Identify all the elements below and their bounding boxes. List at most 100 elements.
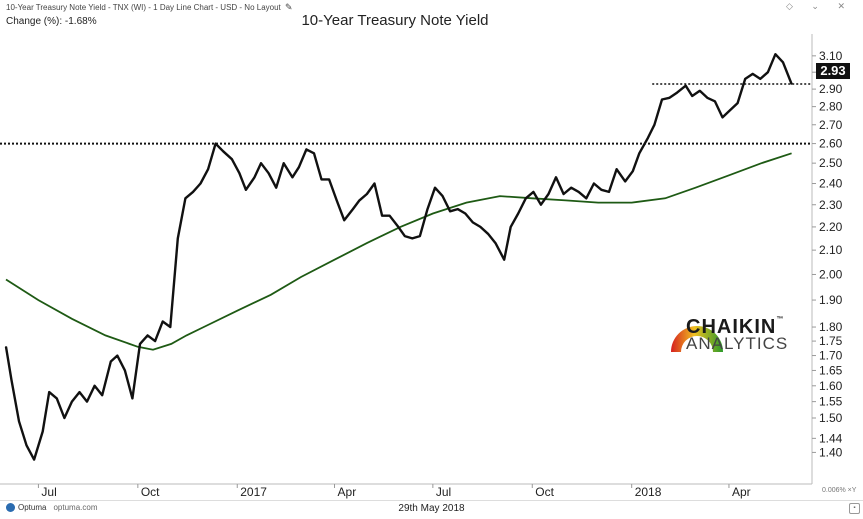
footer-bar xyxy=(0,500,863,519)
yield-data-point xyxy=(33,458,35,461)
yield-data-point xyxy=(615,168,618,170)
yield-data-point xyxy=(18,420,20,423)
yield-data-point xyxy=(282,162,285,164)
yield-data-point xyxy=(562,193,565,195)
yield-data-point xyxy=(653,123,656,126)
yield-data-point xyxy=(214,142,217,145)
yield-data-point xyxy=(684,84,687,87)
yield-data-point xyxy=(736,102,739,104)
x-axis-ticks: Jul Oct 2017 Apr Jul Oct 2018 Apr xyxy=(37,484,751,499)
yield-data-point xyxy=(540,203,542,206)
chart-title: 10-Year Treasury Note Yield xyxy=(301,12,489,29)
y-tick-label: 2.60 xyxy=(819,137,843,151)
yield-data-point xyxy=(532,191,535,193)
y-tick-label: 3.10 xyxy=(819,49,843,63)
yield-data-point xyxy=(767,71,769,73)
yield-data-point xyxy=(721,116,724,119)
x-tick-label: Oct xyxy=(141,485,160,499)
yield-data-point xyxy=(661,98,663,101)
yield-data-point xyxy=(464,212,467,215)
y-tick-label: 1.75 xyxy=(819,334,843,348)
yield-data-point xyxy=(177,237,179,240)
yield-data-point xyxy=(759,78,762,80)
yield-data-point xyxy=(313,152,315,155)
yield-data-point xyxy=(714,100,716,103)
y-tick-label: 1.44 xyxy=(819,431,843,445)
yield-data-point xyxy=(131,397,134,400)
yield-data-point xyxy=(456,208,459,210)
yield-data-point xyxy=(691,95,694,97)
yield-data-point xyxy=(397,226,400,228)
x-tick-label: 2017 xyxy=(240,485,267,499)
yield-data-point xyxy=(624,180,627,183)
moving-average-line xyxy=(5,152,792,351)
yield-data-point xyxy=(231,158,233,160)
yield-data-point xyxy=(744,78,746,80)
pencil-icon[interactable]: ✎ xyxy=(285,2,293,12)
y-tick-label: 2.90 xyxy=(819,82,843,96)
y-tick-label: 1.90 xyxy=(819,293,843,307)
yield-data-point xyxy=(110,360,112,363)
line-chart: 3.103.002.902.802.702.602.502.402.302.20… xyxy=(0,34,843,499)
window-controls[interactable]: ◇ ⌄ ✕ xyxy=(785,1,853,11)
footer-date: 29th May 2018 xyxy=(398,503,465,514)
yield-data-point xyxy=(291,176,294,179)
yield-data-point xyxy=(381,214,383,217)
yield-data-point xyxy=(238,172,241,175)
yield-data-point xyxy=(146,334,149,337)
yield-data-point xyxy=(352,208,354,210)
trademark-mark: ™ xyxy=(776,316,785,323)
y-tick-label: 1.60 xyxy=(819,379,843,393)
optuma-logo-icon xyxy=(6,503,15,512)
y-tick-label: 2.40 xyxy=(819,177,843,191)
yield-data-point xyxy=(434,186,436,189)
reference-lines xyxy=(0,83,812,145)
y-tick-label: 1.65 xyxy=(819,363,843,377)
yield-data-point xyxy=(305,148,308,151)
yield-data-point xyxy=(509,226,512,228)
yield-data-point xyxy=(25,444,28,447)
yield-data-point xyxy=(245,188,247,191)
yield-data-point xyxy=(419,235,421,237)
yield-data-point xyxy=(222,150,225,153)
change-percent-label: Change (%): -1.68% xyxy=(6,16,97,27)
yield-data-point xyxy=(751,73,754,75)
yield-data-point xyxy=(426,208,429,210)
yield-data-point xyxy=(441,195,444,197)
yield-data-point xyxy=(253,176,256,179)
x-tick-label: Apr xyxy=(338,485,357,499)
yield-data-point xyxy=(358,199,361,202)
x-tick-label: Oct xyxy=(535,485,554,499)
yield-data-point xyxy=(668,96,671,99)
yield-data-point xyxy=(570,186,572,189)
yield-data-point xyxy=(184,197,187,200)
y-tick-label: 1.80 xyxy=(819,320,843,334)
scale-indicator: 0.006% ×Y xyxy=(822,487,857,494)
y-tick-label: 2.30 xyxy=(819,198,843,212)
yield-data-point xyxy=(585,197,588,200)
lock-icon[interactable]: ▪ xyxy=(849,503,860,514)
chaikin-gauge-icon xyxy=(671,326,723,352)
axes-layer xyxy=(0,34,813,485)
chaikin-wordmark: CHAIKIN™ xyxy=(686,316,784,339)
series-layer xyxy=(4,53,793,461)
yield-data-point xyxy=(78,391,81,393)
yield-data-point xyxy=(5,346,7,348)
yield-data-point xyxy=(10,378,13,381)
yield-data-point xyxy=(192,191,194,193)
yield-data-point xyxy=(555,176,557,179)
y-tick-label: 1.40 xyxy=(819,445,843,459)
yield-data-point xyxy=(366,193,368,195)
yield-data-point xyxy=(267,172,270,175)
yield-data-point xyxy=(199,182,202,185)
y-tick-label: 2.00 xyxy=(819,267,843,281)
yield-data-point xyxy=(593,182,595,185)
y-tick-label: 2.80 xyxy=(819,100,843,114)
yield-data-point xyxy=(517,212,520,215)
yield-data-point xyxy=(676,91,678,94)
yield-data-point xyxy=(139,343,141,345)
x-tick-label: 2018 xyxy=(635,485,662,499)
optuma-brand[interactable]: Optuma optuma.com xyxy=(6,503,98,512)
brand-url: optuma.com xyxy=(53,503,98,512)
yield-data-point xyxy=(547,193,550,195)
